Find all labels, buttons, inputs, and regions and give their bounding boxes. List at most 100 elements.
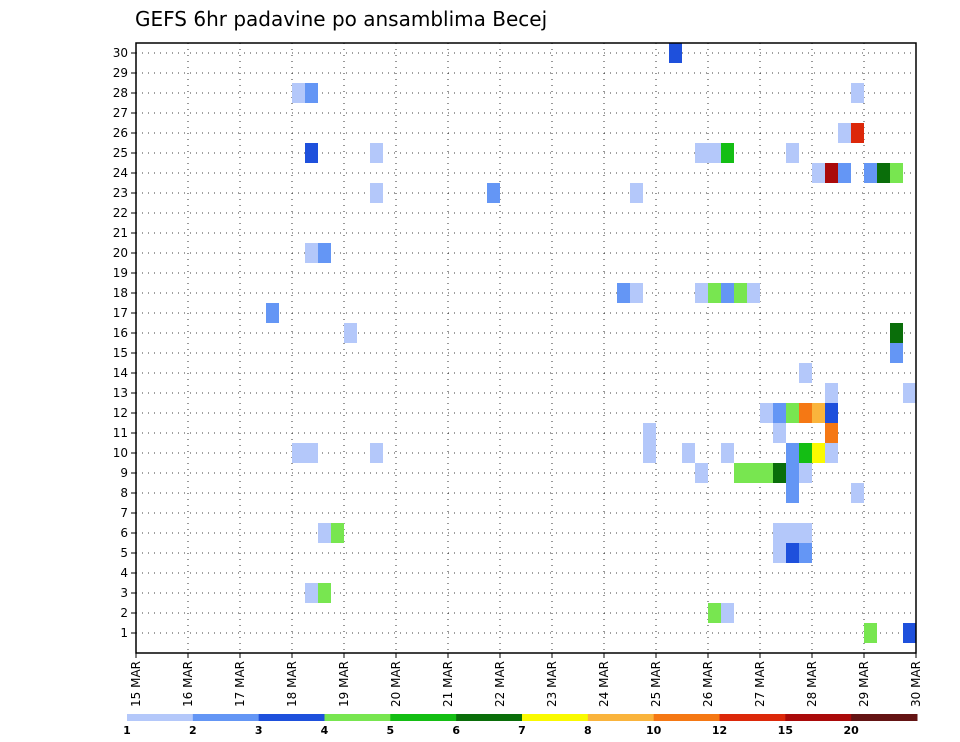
colorbar-label: 5 — [387, 724, 395, 737]
colorbar-label: 7 — [518, 724, 526, 737]
precip-cell — [708, 143, 721, 163]
y-tick-label: 16 — [113, 326, 128, 340]
precip-cell — [903, 383, 916, 403]
colorbar-segment — [192, 714, 260, 721]
y-tick-label: 28 — [113, 86, 128, 100]
precip-cell — [370, 443, 383, 463]
precip-cell — [786, 403, 799, 423]
colorbar-label: 10 — [646, 724, 662, 737]
precip-cell — [695, 463, 708, 483]
y-tick-label: 20 — [113, 246, 128, 260]
precip-cell — [617, 283, 630, 303]
precip-cell — [773, 463, 786, 483]
precip-cell — [708, 283, 721, 303]
y-tick-label: 6 — [120, 526, 128, 540]
precip-cell — [890, 343, 903, 363]
y-tick-label: 15 — [113, 346, 128, 360]
precip-cell — [318, 583, 331, 603]
colorbar-label: 1 — [123, 724, 131, 737]
colorbar-segment — [258, 714, 325, 721]
precip-cell — [734, 283, 747, 303]
precip-cell — [643, 443, 656, 463]
precip-cell — [318, 243, 331, 263]
y-tick-label: 30 — [113, 46, 128, 60]
colorbar-label: 8 — [584, 724, 592, 737]
colorbar-label: 4 — [321, 724, 329, 737]
precip-cell — [786, 523, 799, 543]
precip-cell — [318, 523, 331, 543]
precip-cell — [773, 403, 786, 423]
y-tick-label: 7 — [120, 506, 128, 520]
x-tick-label: 26 MAR — [701, 661, 715, 707]
y-tick-label: 27 — [113, 106, 128, 120]
colorbar-label: 6 — [452, 724, 460, 737]
x-tick-label: 22 MAR — [493, 661, 507, 707]
precip-cell — [864, 163, 877, 183]
precip-cell — [825, 383, 838, 403]
precip-cell — [773, 543, 786, 563]
precip-cell — [305, 443, 318, 463]
precip-cell — [344, 323, 357, 343]
precip-cell — [877, 163, 890, 183]
precip-cell — [760, 463, 773, 483]
x-tick-label: 15 MAR — [129, 661, 143, 707]
y-tick-label: 10 — [113, 446, 128, 460]
precip-cell — [890, 163, 903, 183]
precip-cell — [838, 123, 851, 143]
precip-cell — [812, 443, 825, 463]
precip-cell — [903, 623, 916, 643]
precip-cell — [799, 363, 812, 383]
y-tick-label: 4 — [120, 566, 128, 580]
precip-cell — [669, 43, 682, 63]
colorbar-label: 2 — [189, 724, 197, 737]
precip-cell — [825, 443, 838, 463]
chart-title: GEFS 6hr padavine po ansamblima Becej — [135, 7, 547, 31]
y-tick-label: 3 — [120, 586, 128, 600]
y-tick-label: 22 — [113, 206, 128, 220]
y-tick-label: 9 — [120, 466, 128, 480]
precip-cell — [799, 403, 812, 423]
y-tick-label: 1 — [120, 626, 128, 640]
y-tick-label: 18 — [113, 286, 128, 300]
precip-cell — [747, 463, 760, 483]
colorbar-segment — [324, 714, 391, 721]
colorbar-legend: 1 2 3 4 5 6 7 8 10 12 15 20 — [123, 714, 918, 737]
y-tick-label: 2 — [120, 606, 128, 620]
y-tick-label: 19 — [113, 266, 128, 280]
x-tick-label: 23 MAR — [545, 661, 559, 707]
precip-cell — [487, 183, 500, 203]
precip-cell — [799, 543, 812, 563]
colorbar-label: 12 — [712, 724, 727, 737]
colorbar-label: 3 — [255, 724, 263, 737]
x-tick-label: 21 MAR — [441, 661, 455, 707]
x-tick-label: 18 MAR — [285, 661, 299, 707]
x-tick-label: 28 MAR — [805, 661, 819, 707]
x-tick-label: 20 MAR — [389, 661, 403, 707]
precip-cell — [721, 603, 734, 623]
precip-cell — [786, 483, 799, 503]
colorbar-segment — [719, 714, 786, 721]
x-tick-label: 17 MAR — [233, 661, 247, 707]
precip-cell — [851, 83, 864, 103]
y-tick-label: 24 — [113, 166, 128, 180]
data-cells — [266, 43, 916, 643]
colorbar-segment — [522, 714, 589, 721]
y-tick-label: 29 — [113, 66, 128, 80]
y-tick-label: 14 — [113, 366, 128, 380]
precip-cell — [825, 163, 838, 183]
y-tick-label: 13 — [113, 386, 128, 400]
precip-cell — [786, 543, 799, 563]
y-axis: 1234567891011121314151617181920212223242… — [113, 46, 136, 640]
precip-cell — [747, 283, 760, 303]
precip-cell — [305, 583, 318, 603]
precip-cell — [266, 303, 279, 323]
colorbar-segment — [390, 714, 457, 721]
precip-cell — [305, 143, 318, 163]
precip-cell — [812, 163, 825, 183]
precip-cell — [695, 283, 708, 303]
x-tick-label: 29 MAR — [857, 661, 871, 707]
precip-cell — [292, 83, 305, 103]
colorbar-segment — [851, 714, 918, 721]
precip-cell — [721, 143, 734, 163]
